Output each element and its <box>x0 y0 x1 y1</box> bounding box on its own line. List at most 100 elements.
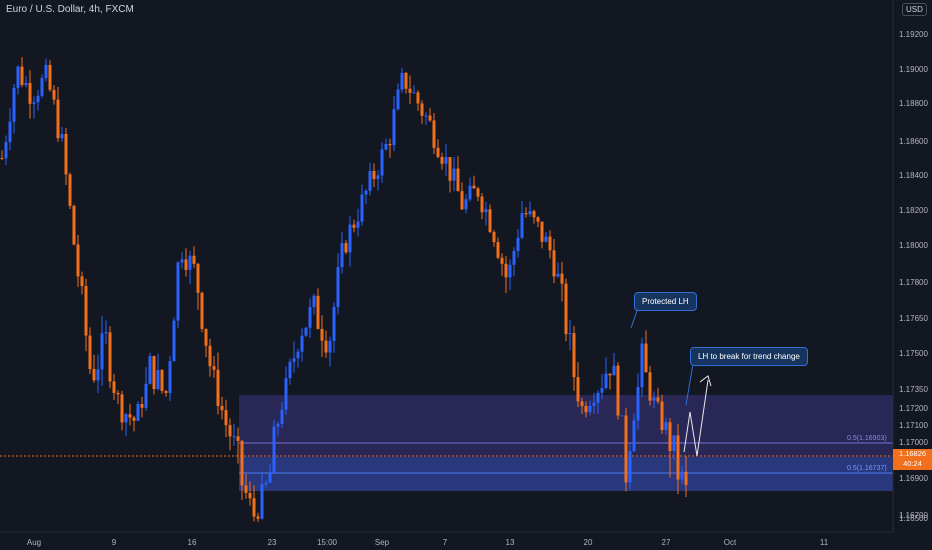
time-axis-label: 11 <box>820 538 829 547</box>
price-axis-label: 1.16500 <box>899 514 928 523</box>
candle-body <box>676 435 680 480</box>
candle-body <box>468 185 472 200</box>
candle-body <box>576 377 580 402</box>
candle-body <box>504 263 508 278</box>
candle-body <box>36 95 40 103</box>
candle-body <box>28 83 32 104</box>
candle-body <box>180 259 184 263</box>
candle-body <box>680 471 684 480</box>
demand-zone-lower <box>239 457 893 491</box>
candle-body <box>100 333 104 370</box>
candle-body <box>500 257 504 264</box>
candle-body <box>276 423 280 427</box>
candle-body <box>104 332 108 334</box>
candle-body <box>540 221 544 242</box>
candle-body <box>128 414 132 418</box>
candle-body <box>460 191 464 210</box>
candle-body <box>444 157 448 164</box>
candle-body <box>0 158 4 159</box>
candle-body <box>584 406 588 413</box>
time-axis-label: 9 <box>112 538 117 547</box>
price-axis-label: 1.16700 <box>899 511 928 520</box>
candle-body <box>272 426 276 474</box>
time-axis-label: Oct <box>724 538 737 547</box>
candle-body <box>568 333 572 335</box>
candle-body <box>248 493 252 499</box>
candle-body <box>616 365 620 416</box>
candle-body <box>336 267 340 307</box>
candle-body <box>620 415 624 417</box>
candle-body <box>8 121 12 143</box>
candle-body <box>340 243 344 268</box>
candle-body <box>652 397 656 401</box>
candle-body <box>436 147 440 157</box>
candle-body <box>96 369 100 381</box>
candle-body <box>4 142 8 159</box>
candle-body <box>664 422 668 430</box>
candle-body <box>112 381 116 394</box>
candle-body <box>192 255 196 264</box>
time-axis-label: 7 <box>443 538 448 547</box>
time-axis[interactable]: Aug 9 16 23 15:00 Sep 7 13 20 27 Oct 11 <box>27 538 829 547</box>
candle-body <box>596 392 600 403</box>
protected-lh-callout[interactable]: Protected LH <box>634 292 697 311</box>
projection-arrowhead <box>699 375 712 387</box>
candle-body <box>92 369 96 381</box>
candle-body <box>588 405 592 413</box>
candle-body <box>524 213 528 215</box>
chart-title: Euro / U.S. Dollar, 4h, FXCM <box>6 4 134 15</box>
candle-body <box>108 332 112 382</box>
price-axis-label: 1.16900 <box>899 474 928 483</box>
candle-body <box>264 482 268 485</box>
candle-body <box>396 89 400 110</box>
protected-lh-pointer <box>630 307 639 329</box>
candle-body <box>484 209 488 213</box>
candle-body <box>120 394 124 423</box>
candle-body <box>44 64 48 79</box>
candle-body <box>292 358 296 362</box>
candle-body <box>404 72 408 89</box>
candle-body <box>392 109 396 146</box>
candle-body <box>384 143 388 150</box>
currency-button[interactable]: USD <box>902 3 927 16</box>
countdown-timer: 40:24 <box>903 459 922 468</box>
candle-body <box>352 224 356 228</box>
projection-path <box>683 379 709 457</box>
price-axis-label: 1.19000 <box>899 65 928 74</box>
candle-body <box>612 365 616 376</box>
candle-body <box>364 190 368 195</box>
time-axis-label: 15:00 <box>317 538 338 547</box>
candle-body <box>332 306 336 341</box>
price-axis-label: 1.18800 <box>899 99 928 108</box>
candle-body <box>116 393 120 395</box>
candle-body <box>672 435 676 451</box>
candle-body <box>344 243 348 253</box>
time-axis-label: 16 <box>188 538 197 547</box>
candle-body <box>552 250 556 277</box>
candle-body <box>196 263 200 293</box>
candle-body <box>252 498 256 517</box>
candle-body <box>564 283 568 335</box>
candle-body <box>204 328 208 346</box>
candle-body <box>544 236 548 242</box>
candle-body <box>660 401 664 430</box>
time-axis-label: 23 <box>268 538 277 547</box>
candle-body <box>148 356 152 384</box>
price-axis-label: 1.17800 <box>899 278 928 287</box>
candle-body <box>80 276 84 287</box>
price-axis[interactable]: 1.19200 1.19000 1.18800 1.18600 1.18400 1.182… <box>899 30 928 523</box>
candle-body <box>656 397 660 402</box>
candle-body <box>220 406 224 411</box>
candle-body <box>84 286 88 336</box>
candle-body <box>368 170 372 191</box>
candle-body <box>32 102 36 104</box>
candle-body <box>312 295 316 308</box>
candle-body <box>428 115 432 121</box>
candle-body <box>136 403 140 421</box>
candle-body <box>68 174 72 206</box>
candle-body <box>16 66 20 88</box>
lh-break-callout[interactable]: LH to break for trend change <box>690 347 808 366</box>
candle-body <box>24 83 28 86</box>
candle-body <box>400 72 404 90</box>
